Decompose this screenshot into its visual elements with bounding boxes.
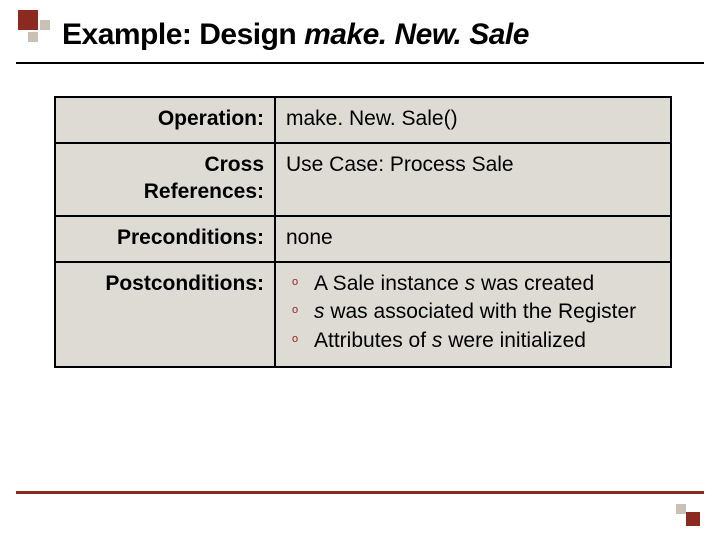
value-postconditions: A Sale instance s was created s was asso… (275, 262, 671, 367)
title-italic: make. New. Sale (304, 18, 529, 51)
title-prefix: Example: Design (62, 18, 304, 51)
value-operation: make. New. Sale() (275, 97, 671, 143)
contract-table: Operation: make. New. Sale() Cross Refer… (54, 96, 672, 368)
label-preconditions: Preconditions: (55, 216, 275, 262)
slide-title: Example: Design make. New. Sale (62, 18, 700, 52)
list-item: Attributes of s were initialized (286, 328, 660, 356)
label-operation: Operation: (55, 97, 275, 143)
table-row: Operation: make. New. Sale() (55, 97, 671, 143)
value-cross-references: Use Case: Process Sale (275, 143, 671, 216)
title-underline (16, 62, 704, 64)
list-item: s was associated with the Register (286, 299, 660, 327)
postconditions-list: A Sale instance s was created s was asso… (286, 271, 660, 356)
value-preconditions: none (275, 216, 671, 262)
table-row: Postconditions: A Sale instance s was cr… (55, 262, 671, 367)
list-item: A Sale instance s was created (286, 271, 660, 299)
table-row: Preconditions: none (55, 216, 671, 262)
footer-rule (16, 491, 704, 494)
label-cross-references: Cross References: (55, 143, 275, 216)
logo-icon (18, 10, 54, 46)
label-postconditions: Postconditions: (55, 262, 275, 367)
slide: Example: Design make. New. Sale Operatio… (0, 0, 720, 540)
table-row: Cross References: Use Case: Process Sale (55, 143, 671, 216)
